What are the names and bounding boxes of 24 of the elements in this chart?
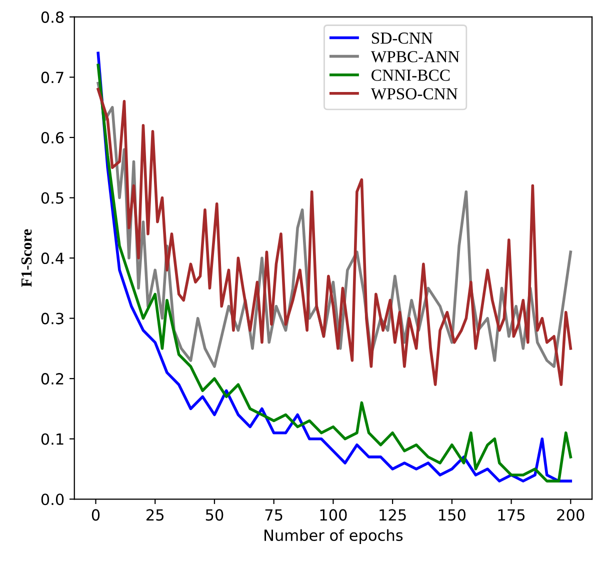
- legend-label: SD-CNN: [372, 32, 433, 44]
- y-tick-label: 0.5: [41, 192, 64, 204]
- x-tick-label: 175: [498, 509, 525, 521]
- x-tick-label: 75: [265, 509, 282, 521]
- legend-label: CNNI-BCC: [372, 70, 450, 81]
- y-axis-title: F1-Score: [21, 229, 32, 287]
- y-tick-label: 0.6: [41, 132, 64, 144]
- legend-label: WPSO-CNN: [370, 88, 458, 100]
- y-tick-label: 0.4: [41, 252, 64, 264]
- x-tick-label: 200: [557, 509, 584, 521]
- y-tick-label: 0.1: [41, 433, 64, 445]
- legend-label: WPBC-ANN: [370, 51, 460, 62]
- x-tick-label: 50: [206, 509, 224, 521]
- y-tick-label: 0.7: [41, 72, 64, 84]
- y-tick-label: 0.2: [41, 373, 64, 385]
- y-tick-label: 0.8: [41, 11, 64, 23]
- x-axis-title: Number of epochs: [264, 529, 403, 544]
- x-tick-label: 25: [146, 509, 164, 521]
- x-tick-label: 150: [439, 509, 466, 521]
- x-tick-label: 100: [320, 509, 347, 521]
- x-tick-label: 0: [92, 509, 100, 521]
- y-tick-label: 0.3: [41, 312, 64, 324]
- x-tick-label: 125: [380, 509, 406, 521]
- y-tick-label: 0.0: [41, 494, 64, 506]
